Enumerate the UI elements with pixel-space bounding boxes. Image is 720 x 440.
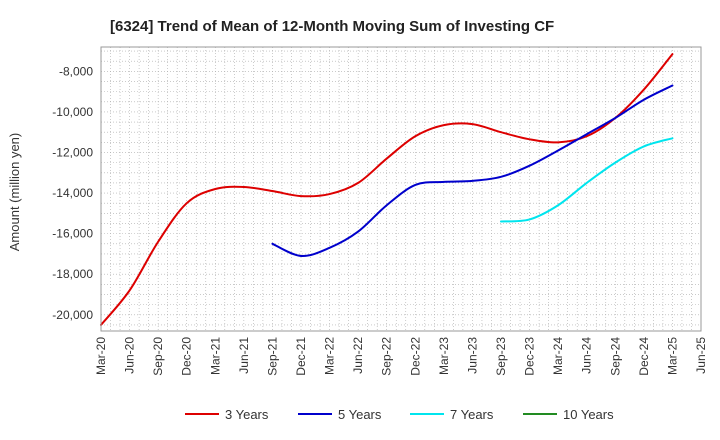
plot-border — [100, 46, 702, 332]
x-axis-ticks: Mar-20 Jun-20 Sep-20 Dec-20 Mar-21 Jun-21 Sep-… — [94, 337, 708, 376]
x-tick-label: Mar-25 — [665, 337, 679, 375]
x-tick-label: Sep-22 — [380, 337, 394, 376]
x-tick-label: Mar-24 — [551, 337, 565, 375]
grid-lines — [101, 47, 701, 331]
y-tick-label: -20,000 — [52, 308, 93, 322]
x-tick-label: Dec-24 — [637, 337, 651, 376]
x-tick-label: Sep-24 — [608, 337, 622, 376]
legend-label: 3 Years — [225, 407, 269, 422]
x-tick-label: Mar-21 — [208, 337, 222, 375]
x-tick-label: Dec-23 — [523, 337, 537, 376]
legend-label: 10 Years — [563, 407, 614, 422]
series-line-5-years — [271, 84, 674, 257]
y-tick-label: -14,000 — [52, 186, 93, 200]
series-lines — [100, 53, 674, 326]
series-line-7-years — [500, 137, 674, 223]
x-tick-label: Dec-22 — [408, 337, 422, 376]
plot-area — [101, 47, 701, 331]
x-tick-label: Mar-20 — [94, 337, 108, 375]
x-tick-label: Jun-24 — [580, 337, 594, 374]
x-tick-label: Jun-20 — [123, 337, 137, 374]
y-axis-ticks: -8,000 -10,000 -12,000 -14,000 -16,000 -18,00… — [52, 64, 93, 321]
y-tick-label: -18,000 — [52, 267, 93, 281]
legend: 3 Years 5 Years 7 Years 10 Years — [185, 407, 614, 422]
legend-label: 7 Years — [450, 407, 494, 422]
y-tick-label: -12,000 — [52, 145, 93, 159]
x-tick-label: Jun-21 — [237, 337, 251, 374]
y-tick-label: -10,000 — [52, 105, 93, 119]
x-tick-label: Jun-25 — [694, 337, 708, 374]
x-tick-label: Sep-21 — [265, 337, 279, 376]
x-tick-label: Mar-23 — [437, 337, 451, 375]
legend-label: 5 Years — [338, 407, 382, 422]
x-tick-label: Dec-21 — [294, 337, 308, 376]
y-tick-label: -16,000 — [52, 227, 93, 241]
x-tick-label: Sep-23 — [494, 337, 508, 376]
y-axis-label: Amount (million yen) — [7, 133, 22, 252]
x-tick-label: Sep-20 — [151, 337, 165, 376]
x-tick-label: Dec-20 — [180, 337, 194, 376]
y-tick-label: -8,000 — [59, 64, 93, 78]
x-tick-label: Mar-22 — [323, 337, 337, 375]
x-tick-label: Jun-23 — [465, 337, 479, 374]
chart-title: [6324] Trend of Mean of 12-Month Moving … — [110, 18, 554, 35]
x-tick-label: Jun-22 — [351, 337, 365, 374]
